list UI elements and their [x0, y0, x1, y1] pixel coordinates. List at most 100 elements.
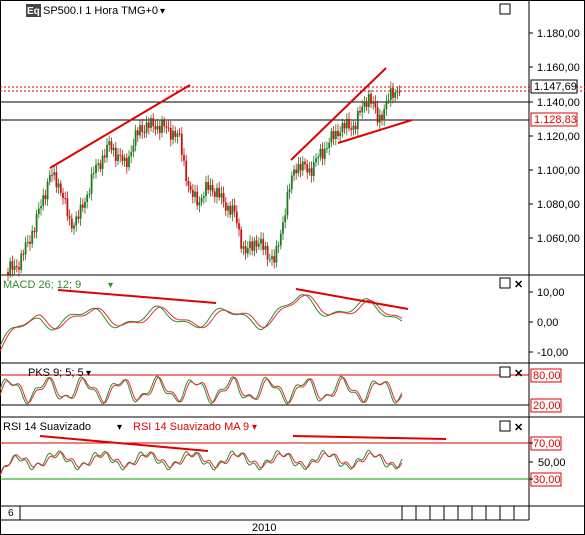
- candle-body: [187, 180, 190, 186]
- macd-trendline-1[interactable]: [57, 289, 217, 304]
- candle-body: [147, 122, 150, 128]
- rsi-dropdown-icon[interactable]: ▾: [117, 422, 122, 433]
- candle-body: [312, 162, 315, 176]
- macd-title[interactable]: MACD 26; 12; 9: [3, 279, 81, 291]
- candle-body: [90, 173, 93, 194]
- candle-body: [112, 147, 115, 151]
- candle-body: [66, 198, 69, 217]
- candle-body: [31, 230, 34, 244]
- candle-body: [345, 118, 348, 129]
- candle-body: [207, 182, 210, 190]
- candle-body: [282, 222, 284, 234]
- candle-body: [9, 261, 12, 275]
- rsi-trendline-2[interactable]: [292, 435, 447, 440]
- candle-body: [202, 195, 205, 198]
- macd-close-icon[interactable]: ✕: [514, 279, 523, 291]
- stoch-d-line: [0, 376, 403, 404]
- candle-body: [301, 161, 304, 171]
- candle-body: [106, 145, 108, 158]
- rsi-title[interactable]: RSI 14 Suavizado: [3, 421, 91, 433]
- candle-body: [299, 164, 302, 171]
- maximize-icon[interactable]: [499, 3, 511, 15]
- stoch-close-icon[interactable]: ✕: [514, 368, 523, 380]
- rsi-ma-title[interactable]: RSI 14 Suavizado MA 9: [133, 421, 249, 433]
- candle-body: [29, 241, 31, 244]
- candle-body: [40, 206, 42, 209]
- candle-body: [132, 145, 135, 153]
- candle-body: [95, 164, 97, 174]
- candle-body: [227, 205, 229, 211]
- trendline-3[interactable]: [337, 119, 413, 144]
- candle-body: [88, 193, 91, 195]
- candle-body: [348, 118, 350, 129]
- candlestick-series: [7, 81, 401, 282]
- support-price-box: [530, 112, 578, 127]
- candle-body: [273, 256, 276, 263]
- candle-body: [200, 197, 203, 203]
- last-price-label: 1.147,69: [534, 81, 577, 93]
- macd-tick-label: -10,00: [537, 347, 568, 359]
- stoch-dropdown-icon[interactable]: ▾: [86, 368, 91, 379]
- candle-body: [376, 107, 379, 123]
- candle-body: [266, 246, 269, 260]
- stoch-title[interactable]: PKS 9; 5; 5: [28, 367, 84, 379]
- candle-body: [108, 141, 111, 146]
- rsi-trendline-1[interactable]: [39, 435, 209, 452]
- stoch-20-box: [530, 398, 562, 413]
- stoch-maximize-icon[interactable]: [499, 366, 511, 378]
- candle-body: [233, 205, 236, 212]
- trendline-1[interactable]: [49, 84, 191, 169]
- candle-body: [37, 208, 40, 215]
- macd-trendline-2[interactable]: [295, 288, 409, 310]
- candle-body: [244, 246, 247, 254]
- candle-body: [62, 192, 64, 199]
- candle-body: [370, 94, 372, 104]
- candle-body: [161, 120, 163, 133]
- candle-body: [293, 169, 295, 176]
- macd-axis-ticks: 10,00 0,00 -10,00: [529, 287, 568, 359]
- price-tick-label: 1.180,00: [537, 28, 580, 40]
- rsi-ma-dropdown-icon[interactable]: ▾: [252, 422, 257, 433]
- candle-body: [339, 132, 342, 137]
- candle-body: [154, 126, 157, 130]
- candle-body: [92, 173, 95, 175]
- candle-body: [240, 229, 243, 249]
- candle-body: [262, 238, 265, 250]
- candle-body: [176, 133, 179, 137]
- macd-signal-line: [0, 294, 403, 352]
- title-dropdown-icon[interactable]: ▾: [160, 6, 165, 17]
- candle-body: [79, 204, 82, 219]
- time-year-label: 2010: [252, 522, 276, 534]
- candle-body: [73, 225, 75, 229]
- rsi-maximize-icon[interactable]: [499, 420, 511, 432]
- candle-body: [103, 155, 106, 158]
- candle-body: [352, 125, 355, 130]
- candle-body: [57, 183, 60, 188]
- candle-body: [172, 130, 174, 140]
- candle-body: [141, 125, 144, 133]
- candle-body: [361, 106, 364, 113]
- candle-body: [251, 241, 254, 251]
- candle-body: [119, 154, 122, 156]
- candle-body: [209, 184, 212, 190]
- candle-body: [387, 100, 390, 102]
- macd-dropdown-icon[interactable]: ▾: [108, 280, 113, 291]
- trendline-2[interactable]: [290, 67, 387, 161]
- price-tick-label: 1.160,00: [537, 62, 580, 74]
- candle-body: [42, 195, 45, 207]
- candle-body: [284, 215, 287, 223]
- candle-body: [310, 168, 313, 176]
- rsi-close-icon[interactable]: ✕: [514, 422, 523, 434]
- candle-body: [359, 111, 361, 113]
- stoch-80-label: 80,00: [533, 370, 561, 382]
- candle-body: [81, 204, 84, 208]
- candle-body: [277, 245, 280, 247]
- instrument-title[interactable]: SP500.I 1 Hora TMG+0: [43, 5, 158, 17]
- candle-body: [392, 88, 394, 98]
- logo-badge: [26, 4, 41, 17]
- rsi-70-label: 70,00: [533, 438, 561, 450]
- macd-maximize-icon[interactable]: [499, 277, 511, 289]
- candle-body: [332, 131, 335, 140]
- candle-body: [389, 88, 392, 101]
- candle-body: [70, 218, 73, 229]
